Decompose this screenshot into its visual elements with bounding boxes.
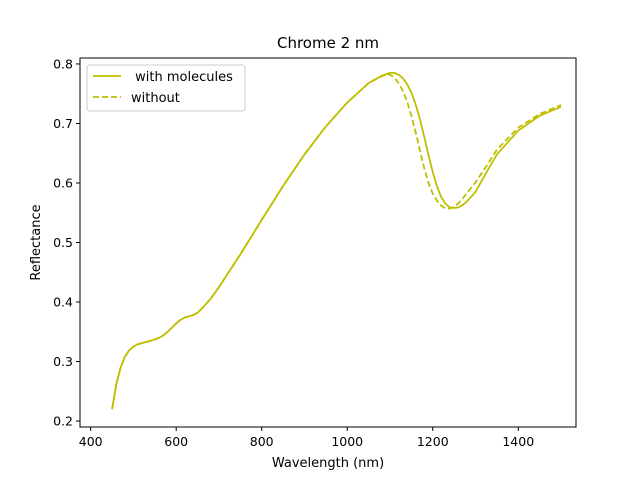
x-tick-label: 800	[250, 434, 274, 449]
y-tick-label: 0.2	[53, 414, 73, 429]
legend-label-without: without	[131, 91, 180, 106]
x-tick-label: 600	[164, 434, 188, 449]
x-tick-label: 1200	[417, 434, 449, 449]
series-line-without	[111, 73, 562, 410]
x-tick-label: 400	[79, 434, 103, 449]
axis-ticks: 400 600 800 1000 1200 1400 0.2 0.3 0.4 0.5 0.6 0.7 0…	[53, 56, 534, 449]
y-tick-label: 0.6	[53, 175, 73, 190]
legend-label-with-molecules: with molecules	[131, 70, 233, 85]
series-line-with-molecules	[111, 71, 562, 410]
x-tick-label: 1400	[502, 434, 534, 449]
x-axis-label: Wavelength (nm)	[272, 456, 384, 471]
y-tick-label: 0.5	[53, 235, 73, 250]
plot-area	[111, 71, 562, 410]
y-tick-label: 0.7	[53, 116, 73, 131]
chart-title: Chrome 2 nm	[277, 34, 379, 52]
legend: with molecules without	[86, 64, 246, 112]
plot-frame	[79, 57, 577, 428]
y-tick-label: 0.8	[53, 56, 73, 71]
y-axis-label: Reflectance	[29, 204, 44, 280]
legend-box	[86, 64, 246, 112]
y-tick-label: 0.3	[53, 354, 73, 369]
y-tick-label: 0.4	[53, 295, 73, 310]
x-tick-label: 1000	[331, 434, 363, 449]
